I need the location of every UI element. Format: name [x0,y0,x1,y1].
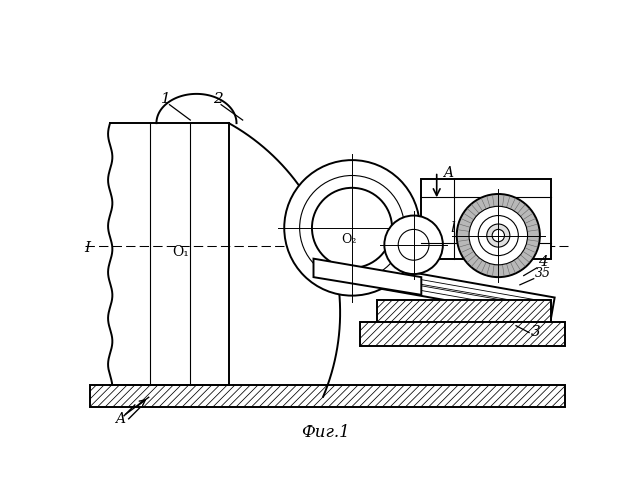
Circle shape [398,230,429,260]
Text: O₁: O₁ [172,244,189,258]
Polygon shape [359,322,565,346]
Polygon shape [377,300,551,322]
Bar [110,123,229,385]
Polygon shape [90,385,565,406]
Polygon shape [314,258,421,295]
Text: 3: 3 [531,324,540,338]
Text: 35: 35 [535,267,551,280]
Text: 4: 4 [538,256,548,270]
Polygon shape [421,180,551,258]
Circle shape [487,224,510,247]
Circle shape [300,176,404,280]
Text: 2: 2 [213,92,223,106]
Circle shape [384,216,443,274]
Text: O₃: O₃ [401,238,417,251]
Circle shape [469,206,528,265]
Text: O₂: O₂ [341,234,357,246]
Text: A: A [443,166,453,180]
Text: 1: 1 [161,92,171,106]
Text: Фиг.1: Фиг.1 [302,424,350,442]
Circle shape [457,194,540,277]
Text: l: l [451,220,455,234]
Circle shape [492,230,504,241]
Text: A: A [115,412,125,426]
Circle shape [284,160,420,296]
Circle shape [312,188,392,268]
Polygon shape [368,265,554,318]
Text: I: I [84,242,90,256]
